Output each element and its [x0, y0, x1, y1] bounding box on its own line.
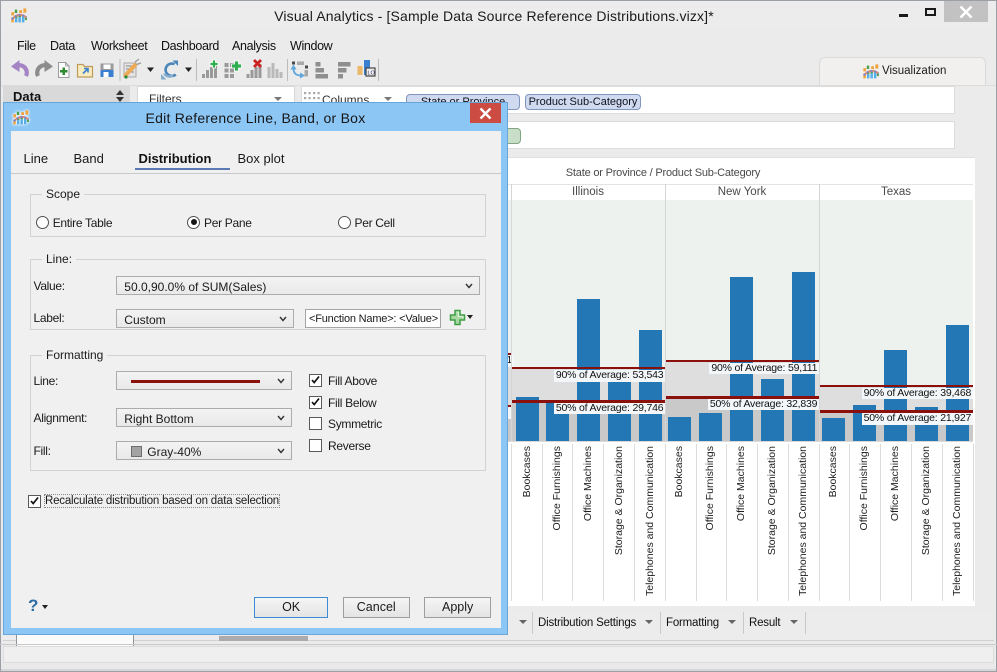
svg-text:LO: LO	[368, 71, 376, 77]
